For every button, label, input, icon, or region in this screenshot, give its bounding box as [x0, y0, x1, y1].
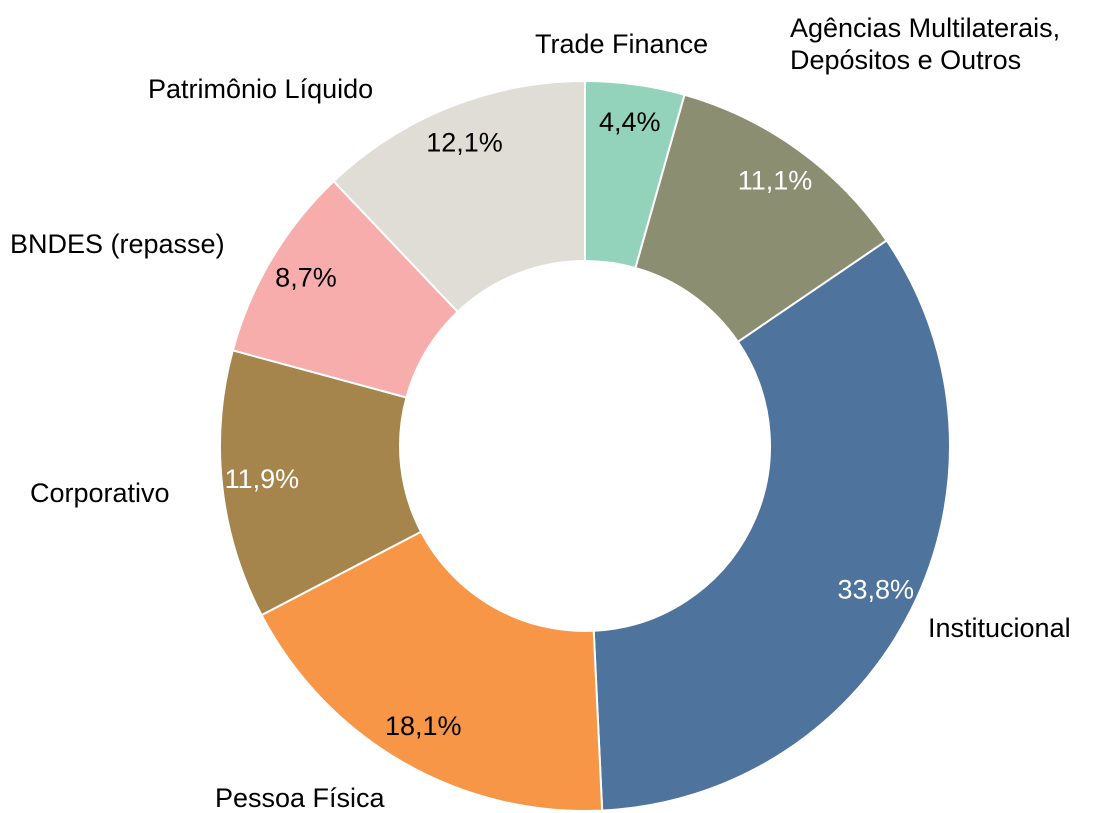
category-label: Pessoa Física	[215, 783, 385, 813]
category-label: Agências Multilaterais, Depósitos e Outr…	[790, 13, 1061, 76]
category-label: Corporativo	[30, 478, 170, 508]
value-label: 12,1%	[426, 127, 503, 157]
value-label: 18,1%	[385, 711, 462, 741]
donut-slice	[260, 530, 604, 812]
category-label: Patrimônio Líquido	[148, 74, 374, 104]
donut-slice	[332, 79, 586, 314]
value-label: 4,4%	[599, 107, 661, 137]
category-label: BNDES (repasse)	[10, 229, 225, 259]
category-label: Institucional	[928, 613, 1071, 643]
category-label: Trade Finance	[535, 29, 709, 59]
donut-slice	[592, 239, 951, 812]
value-label: 11,1%	[738, 165, 813, 195]
value-label: 33,8%	[838, 574, 915, 604]
donut-slice	[219, 349, 423, 617]
value-label: 8,7%	[275, 263, 337, 293]
value-label: 11,9%	[225, 464, 300, 494]
